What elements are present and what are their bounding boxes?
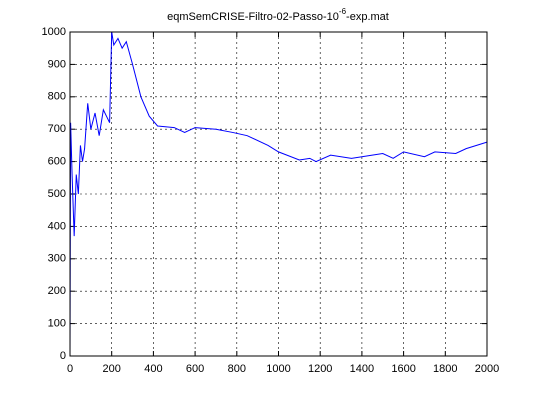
x-tick-label: 800 — [228, 363, 246, 375]
x-tick-label: 2000 — [475, 363, 499, 375]
title-suffix: -exp.mat — [346, 11, 389, 23]
x-tick-label: 1200 — [308, 363, 332, 375]
data-line — [69, 31, 488, 357]
title-superscript: -6 — [339, 7, 347, 16]
x-tick-label: 0 — [67, 363, 73, 375]
y-tick-label: 700 — [48, 123, 66, 135]
x-tick-label: 1400 — [350, 363, 374, 375]
y-tick-label: 800 — [48, 91, 66, 103]
y-tick-label: 600 — [48, 156, 66, 168]
x-tick-label: 1000 — [266, 363, 290, 375]
y-tick-label: 200 — [48, 285, 66, 297]
y-tick-label: 100 — [48, 318, 66, 330]
y-tick-label: 500 — [48, 188, 66, 200]
chart-title: eqmSemCRISE-Filtro-02-Passo-10-6-exp.mat — [167, 7, 389, 23]
y-tick-label: 1000 — [42, 26, 66, 38]
x-tick-label: 1600 — [391, 363, 415, 375]
x-tick-label: 600 — [186, 363, 204, 375]
x-tick-label: 200 — [103, 363, 121, 375]
y-tick-label: 300 — [48, 253, 66, 265]
y-tick-label: 900 — [48, 58, 66, 70]
y-tick-label: 0 — [60, 350, 66, 362]
x-tick-label: 1800 — [433, 363, 457, 375]
title-text: eqmSemCRISE-Filtro-02-Passo-10 — [167, 11, 339, 23]
y-tick-label: 400 — [48, 220, 66, 232]
x-tick-label: 400 — [144, 363, 162, 375]
plot-frame — [69, 31, 488, 357]
